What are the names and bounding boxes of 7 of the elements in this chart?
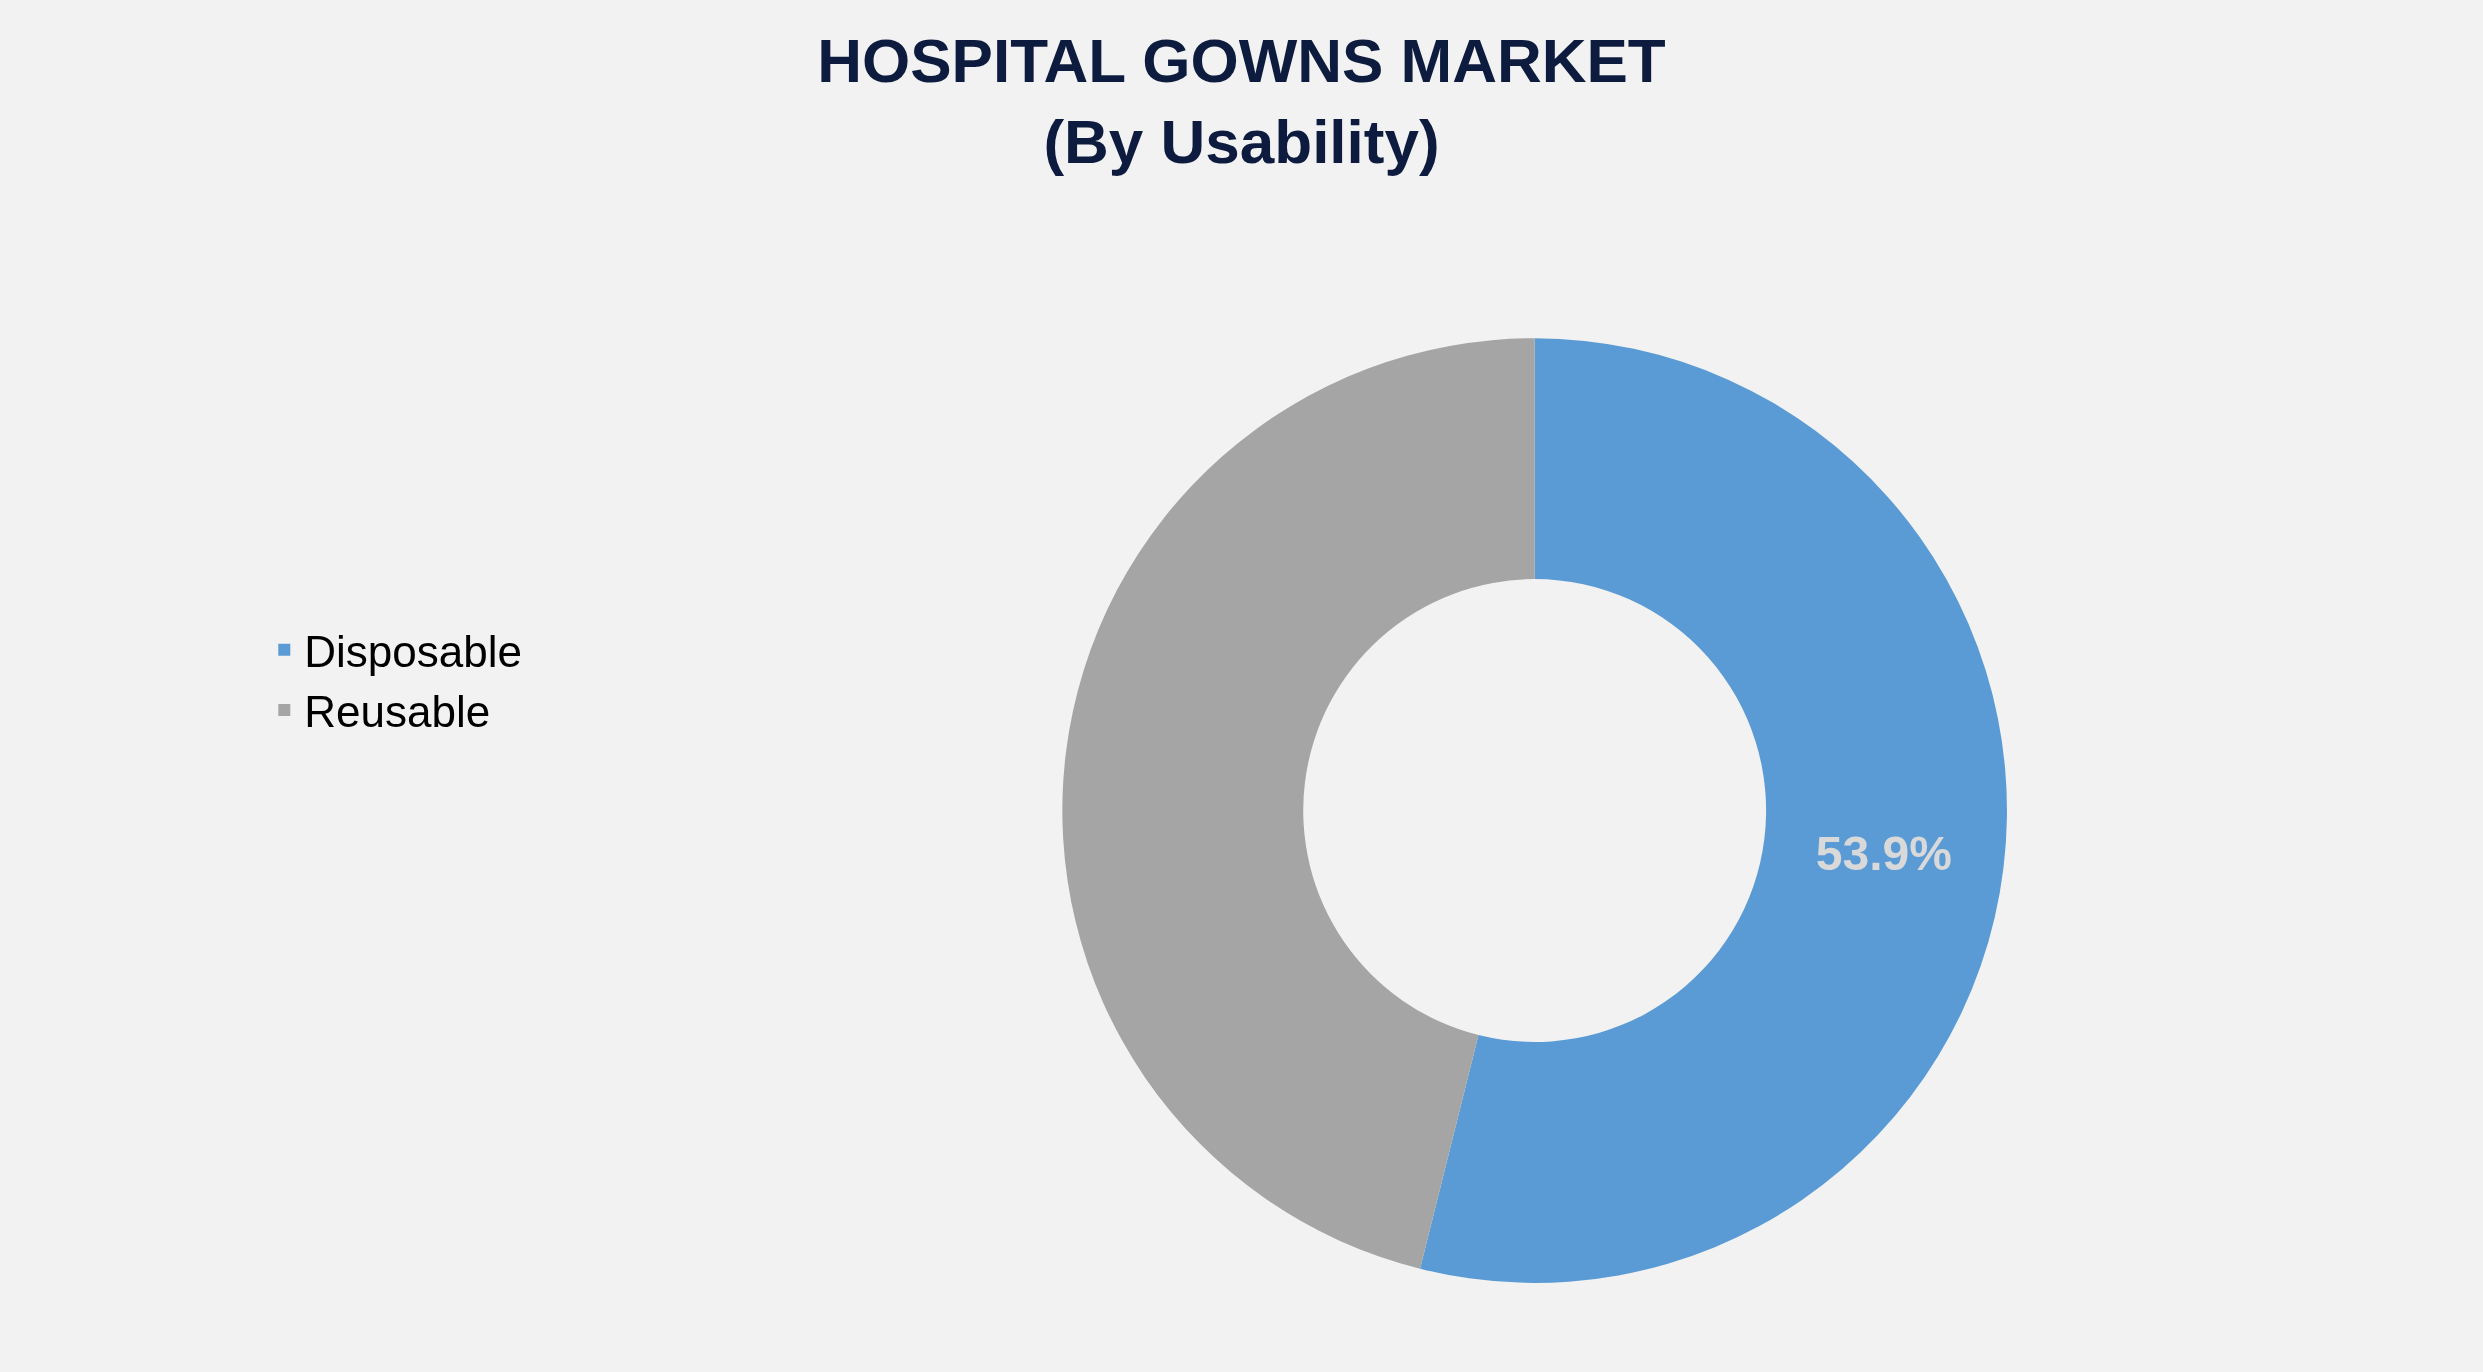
legend-label: Disposable <box>304 626 522 676</box>
chart-subtitle: (By Usability) <box>1043 106 1440 176</box>
donut-slice <box>1420 338 2007 1283</box>
data-label: 53.9% <box>1815 827 1952 881</box>
chart-title: HOSPITAL GOWNS MARKET <box>817 26 1666 96</box>
donut-slice <box>1063 338 1535 1269</box>
legend-label: Reusable <box>304 687 491 737</box>
